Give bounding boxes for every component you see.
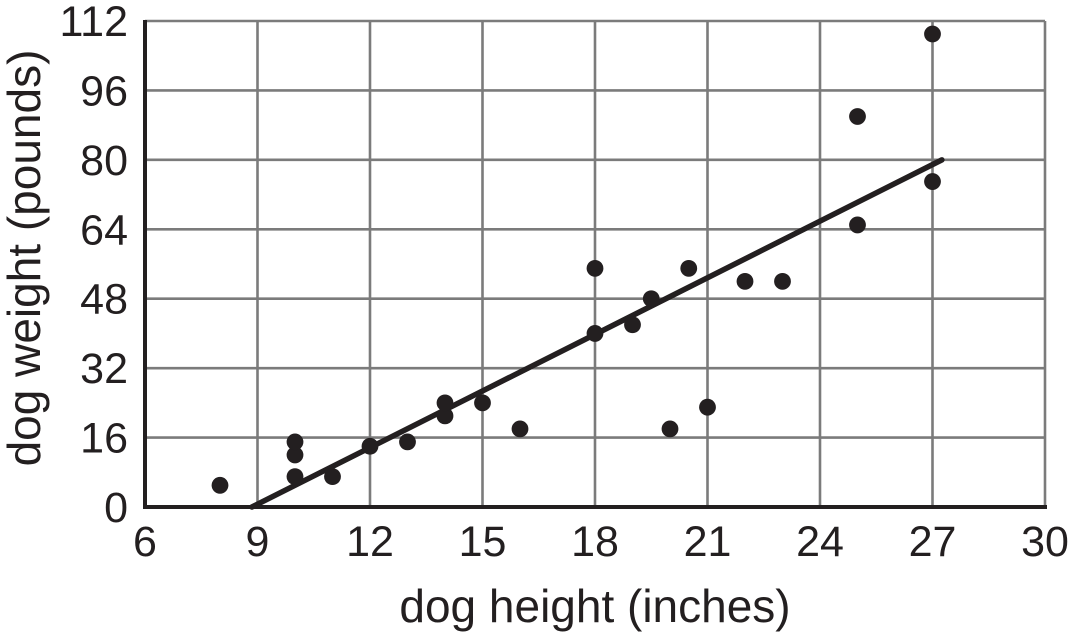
- y-tick-label: 16: [80, 415, 128, 463]
- y-tick-label: 112: [59, 0, 128, 46]
- data-point: [286, 468, 304, 486]
- y-tick-label: 0: [104, 484, 128, 532]
- y-tick-label: 96: [80, 67, 128, 115]
- data-point: [324, 468, 341, 486]
- data-point: [361, 437, 379, 455]
- data-point: [661, 420, 679, 438]
- x-tick-label: 9: [246, 518, 270, 566]
- x-axis-title: dog height (inches): [399, 580, 790, 632]
- x-tick-label: 27: [909, 518, 957, 566]
- x-tick-label: 21: [684, 518, 732, 566]
- data-point: [924, 25, 941, 43]
- data-point: [286, 433, 304, 451]
- y-tick-label: 48: [80, 276, 128, 324]
- x-tick-label: 6: [133, 518, 157, 566]
- y-tick-label: 80: [80, 137, 128, 185]
- data-point: [474, 394, 491, 412]
- x-tick-label: 24: [796, 518, 844, 566]
- tick-label-layer: 6 9 12 15 18 21 24 27 30 0 16 32 48 64 80 96 112: [59, 0, 1068, 566]
- x-tick-label: 15: [459, 518, 507, 566]
- data-point: [849, 108, 866, 125]
- data-point: [699, 398, 716, 416]
- data-point: [211, 476, 229, 494]
- data-point: [286, 446, 304, 464]
- x-tick-label: 30: [1021, 518, 1069, 566]
- x-tick-label: 12: [346, 518, 394, 566]
- data-point: [511, 420, 529, 438]
- data-point: [642, 290, 660, 308]
- data-point: [624, 316, 641, 334]
- data-point: [736, 272, 754, 290]
- data-point: [586, 259, 604, 277]
- data-point: [586, 325, 604, 342]
- data-point: [774, 272, 791, 290]
- y-tick-label: 64: [80, 206, 128, 254]
- y-tick-label: 32: [80, 345, 128, 393]
- data-point: [680, 259, 698, 277]
- data-point: [849, 216, 866, 234]
- data-point: [924, 173, 941, 190]
- axis-layer: [143, 20, 1047, 509]
- data-point: [436, 407, 454, 425]
- data-layer: [211, 25, 945, 510]
- x-tick-label: 18: [571, 518, 619, 566]
- y-axis-title: dog weight (pounds): [0, 50, 50, 467]
- data-point: [436, 394, 454, 412]
- data-point: [399, 433, 416, 451]
